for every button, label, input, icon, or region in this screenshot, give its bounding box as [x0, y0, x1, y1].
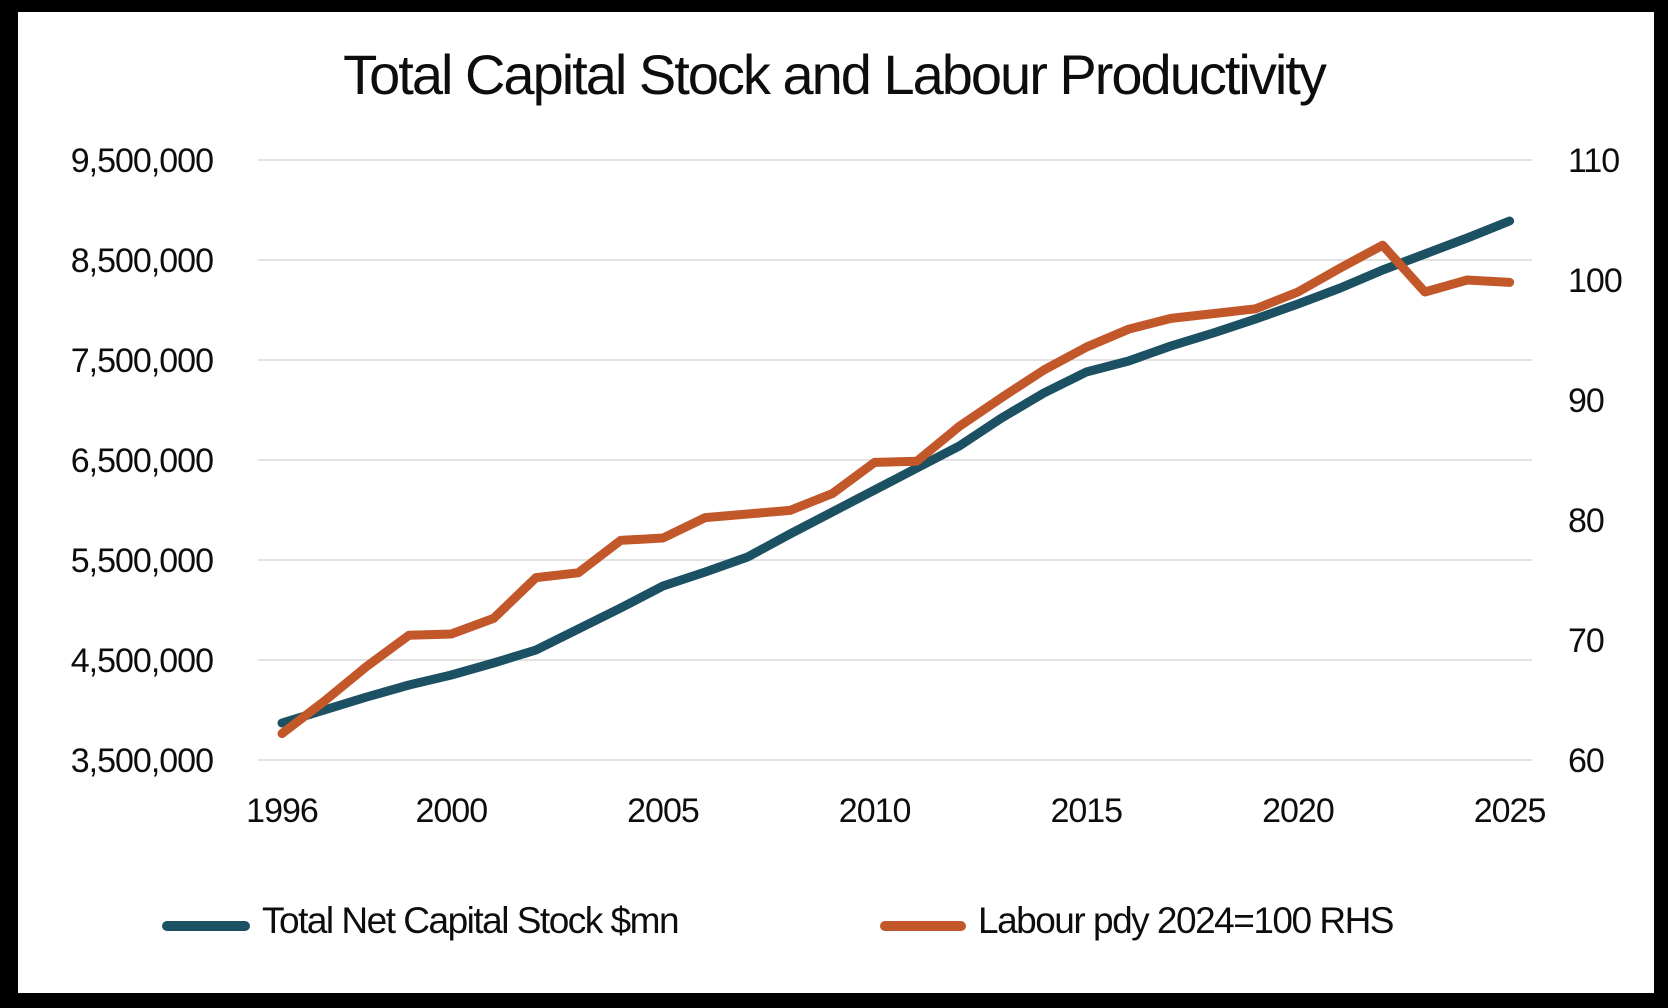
x-axis-tick-label: 2015	[1050, 792, 1122, 830]
right-axis-tick-label: 110	[1568, 142, 1619, 180]
series-lines-group	[277, 216, 1515, 739]
chart-title: Total Capital Stock and Labour Productiv…	[343, 43, 1327, 106]
left-axis-tick-label: 5,500,000	[71, 542, 213, 580]
chart-surface	[18, 12, 1654, 993]
legend-label-labour-pdy: Labour pdy 2024=100 RHS	[978, 900, 1394, 941]
x-axis-tick-label: 1996	[246, 792, 318, 830]
right-axis-tick-label: 70	[1568, 622, 1604, 660]
x-axis-tick-labels: 1996 2000 2005 2010 2015 2020 2025	[246, 792, 1546, 830]
right-axis-tick-labels: 60 70 80 90 100 110	[1568, 142, 1623, 780]
right-axis-tick-label: 100	[1568, 262, 1622, 300]
gridlines-group	[258, 159, 1532, 761]
x-axis-tick-label: 2025	[1474, 792, 1546, 830]
x-axis-tick-label: 2000	[415, 792, 487, 830]
x-axis-tick-label: 2010	[839, 792, 911, 830]
legend-swatch-labour-pdy	[880, 921, 966, 931]
left-axis-tick-label: 8,500,000	[71, 242, 213, 280]
left-axis-tick-label: 7,500,000	[71, 342, 213, 380]
x-axis-tick-label: 2020	[1262, 792, 1334, 830]
right-axis-tick-label: 90	[1568, 382, 1604, 420]
capital-stock-line	[277, 216, 1515, 728]
right-axis-tick-label: 60	[1568, 742, 1604, 780]
right-axis-tick-label: 80	[1568, 502, 1604, 540]
legend-label-capital-stock: Total Net Capital Stock $mn	[262, 900, 680, 941]
left-axis-tick-labels: 3,500,000 4,500,000 5,500,000 6,500,000 7,50…	[71, 142, 214, 780]
x-axis-tick-label: 2005	[627, 792, 699, 830]
legend-swatch-capital-stock	[162, 921, 250, 931]
left-axis-tick-label: 6,500,000	[71, 442, 213, 480]
left-axis-tick-label: 9,500,000	[71, 142, 213, 180]
labour-pdy-line	[277, 240, 1515, 739]
left-axis-tick-label: 4,500,000	[71, 642, 213, 680]
left-axis-tick-label: 3,500,000	[71, 742, 213, 780]
